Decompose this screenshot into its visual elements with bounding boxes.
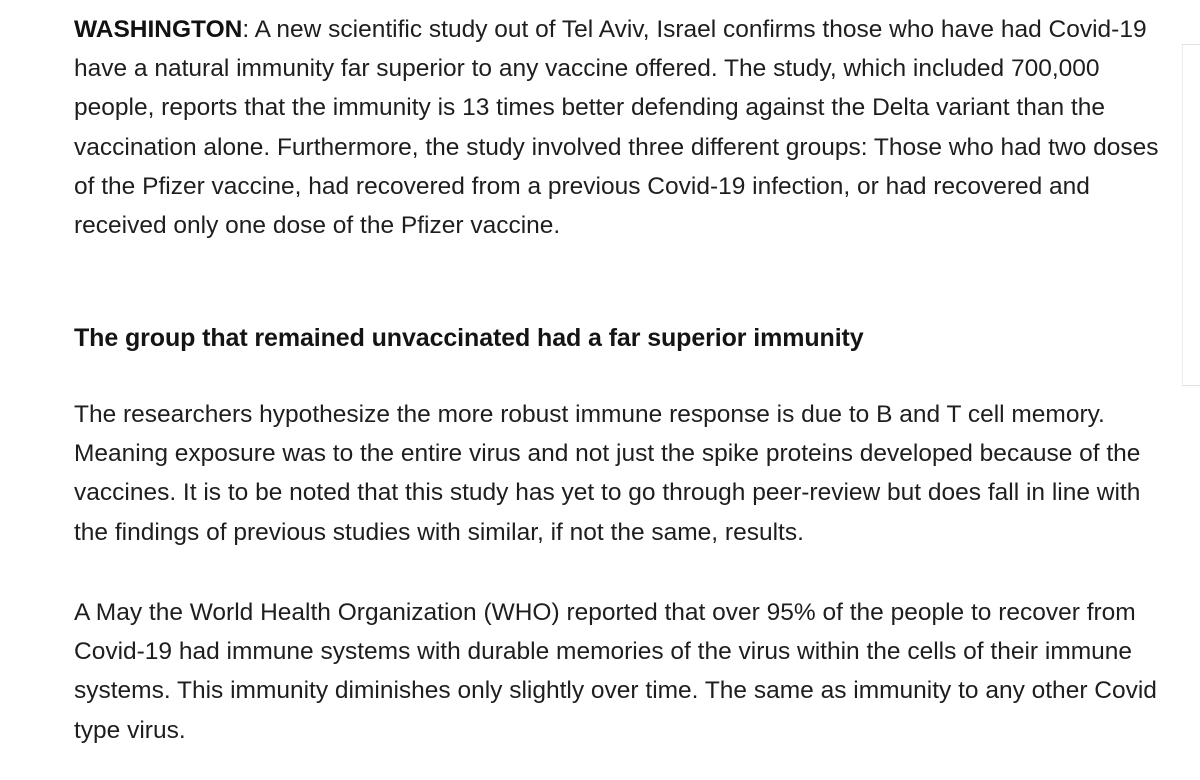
body-paragraph-2: The researchers hypothesize the more rob… [74,401,1141,546]
right-edge-rule-top [1182,44,1200,45]
right-edge-rule-bottom [1182,385,1200,386]
dateline: WASHINGTON [74,16,243,43]
body-paragraph-3: A May the World Health Organization (WHO… [74,599,1157,744]
intro-paragraph: WASHINGTON: A new scientific study out o… [74,10,1164,245]
article-body: WASHINGTON: A new scientific study out o… [74,10,1164,744]
section-heading: The group that remained unvaccinated had… [74,324,864,352]
intro-text: : A new scientific study out of Tel Aviv… [74,16,1159,240]
right-edge-panel [1182,44,1200,385]
